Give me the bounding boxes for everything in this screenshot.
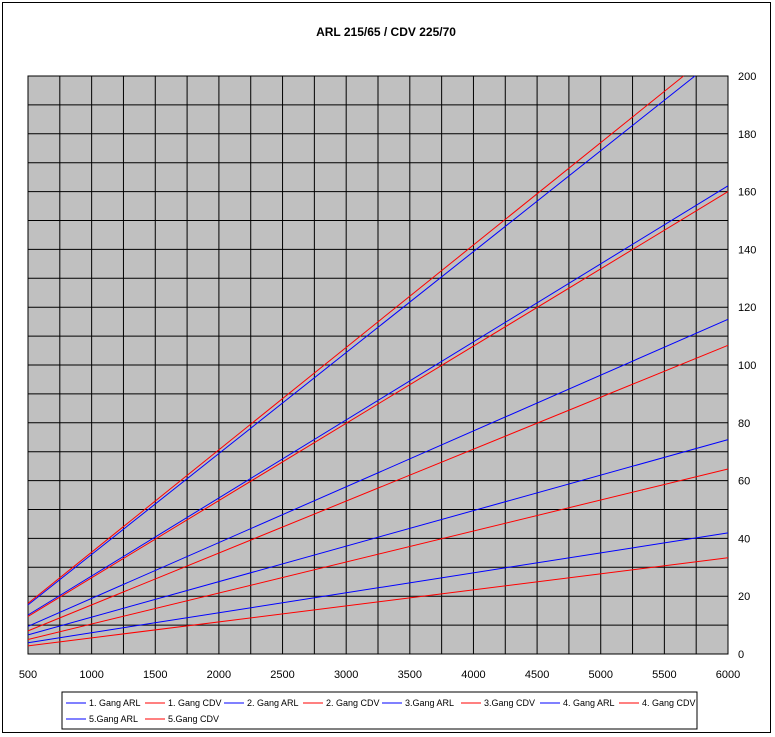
x-tick-label: 2500	[270, 669, 294, 681]
series-line-6	[27, 344, 729, 632]
x-tick-label: 3500	[398, 669, 422, 681]
x-tick-label: 5000	[588, 669, 612, 681]
legend-label: 2. Gang ARL	[247, 698, 299, 708]
x-axis-tick-labels: 500 1000 1500 2000 2500 3000 3500 4000 4500 5000 5…	[19, 669, 740, 681]
x-tick-label: 4500	[525, 669, 549, 681]
legend-label: 4. Gang ARL	[563, 698, 615, 708]
x-tick-label: 3000	[334, 669, 358, 681]
legend-label: 3.Gang ARL	[405, 698, 454, 708]
x-tick-label: 500	[19, 669, 37, 681]
y-tick-label: 160	[738, 187, 756, 199]
y-tick-label: 40	[738, 533, 750, 545]
legend-label: 1. Gang ARL	[89, 698, 141, 708]
series-line-3	[27, 439, 729, 636]
series-line-10	[27, 75, 684, 604]
y-tick-label: 100	[738, 360, 756, 372]
y-tick-label: 0	[738, 649, 744, 661]
x-tick-label: 5500	[652, 669, 676, 681]
series-line-9	[27, 75, 696, 606]
series-line-8	[27, 191, 729, 617]
y-axis-tick-labels: 0 20 40 60 80 100 120 140 160 180 200	[738, 71, 756, 661]
x-tick-label: 1000	[79, 669, 103, 681]
legend-label: 3.Gang CDV	[484, 698, 535, 708]
y-tick-label: 20	[738, 591, 750, 603]
legend-label: 2. Gang CDV	[326, 698, 380, 708]
legend-label: 1. Gang CDV	[168, 698, 222, 708]
series-line-1	[27, 532, 729, 644]
x-tick-label: 6000	[716, 669, 740, 681]
x-tick-label: 1500	[143, 669, 167, 681]
chart-title: ARL 215/65 / CDV 225/70	[316, 25, 456, 39]
x-tick-label: 4000	[461, 669, 485, 681]
series-line-4	[27, 468, 729, 640]
y-tick-label: 120	[738, 302, 756, 314]
grid-lines	[28, 76, 728, 654]
legend-entries: 1. Gang ARL 1. Gang CDV 2. Gang ARL 2. Gang…	[66, 698, 696, 724]
y-tick-label: 60	[738, 476, 750, 488]
y-tick-label: 140	[738, 244, 756, 256]
legend-label: 5.Gang ARL	[89, 714, 138, 724]
x-tick-label: 2000	[207, 669, 231, 681]
y-tick-label: 180	[738, 129, 756, 141]
legend-label: 5.Gang CDV	[168, 714, 219, 724]
y-tick-label: 80	[738, 418, 750, 430]
series-lines	[27, 75, 729, 647]
series-line-7	[27, 185, 729, 616]
y-tick-label: 200	[738, 71, 756, 83]
series-line-2	[27, 557, 729, 647]
legend-label: 4. Gang CDV	[642, 698, 696, 708]
legend	[61, 691, 698, 730]
series-line-5	[27, 318, 729, 627]
